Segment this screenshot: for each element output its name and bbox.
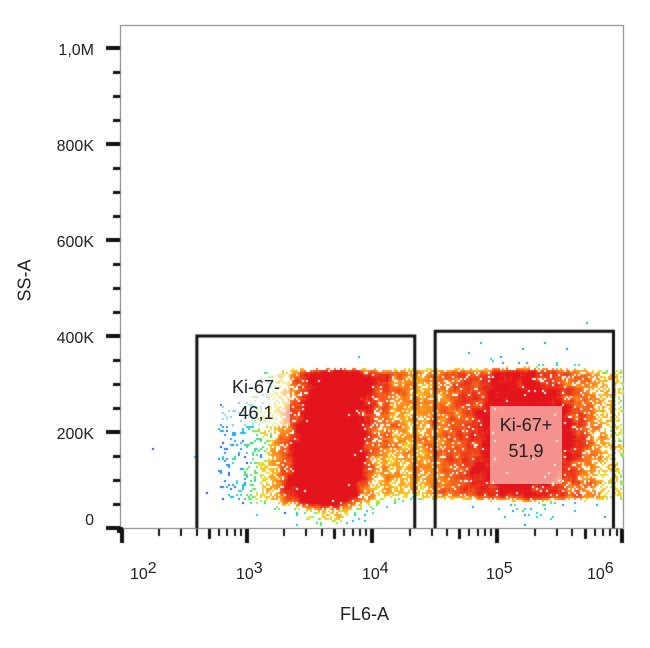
y-tick-label-200k: 200K [56,426,94,443]
x-tick-label-1e4: 104 [362,560,389,584]
x-tick-label-1e6: 106 [587,560,614,584]
x-tick-label-1e2: 102 [130,560,157,584]
x-tick-exp: 4 [379,560,389,577]
x-tick-exp: 2 [147,560,157,577]
y-tick-label-1m: 1,0M [58,42,94,59]
y-tick-label-400k: 400K [56,330,94,347]
x-tick-base: 10 [236,566,254,583]
gate-percent: 51,9 [508,441,544,461]
x-tick-exp: 3 [253,560,263,577]
x-tick-base: 10 [362,566,380,583]
y-tick-label-600k: 600K [56,234,94,251]
gate-name: Ki-67+ [499,415,553,435]
y-axis-title: SS-A [14,259,35,302]
x-tick-exp: 5 [503,560,513,577]
x-tick-label-1e5: 105 [486,560,513,584]
x-tick-label-1e3: 103 [236,560,263,584]
x-tick-base: 10 [486,566,504,583]
gate-name: Ki-67- [231,377,280,397]
y-tick-label-800k: 800K [56,138,94,155]
y-tick-label-0: 0 [85,512,94,529]
x-tick-exp: 6 [604,560,614,577]
x-axis-title: FL6-A [340,604,390,624]
x-tick-base: 10 [130,566,148,583]
x-tick-base: 10 [587,566,605,583]
gate-label-ki67-positive: Ki-67+ 51,9 [490,406,562,484]
gate-label-ki67-negative: Ki-67- 46,1 [222,374,290,426]
gate-percent: 46,1 [238,403,274,423]
